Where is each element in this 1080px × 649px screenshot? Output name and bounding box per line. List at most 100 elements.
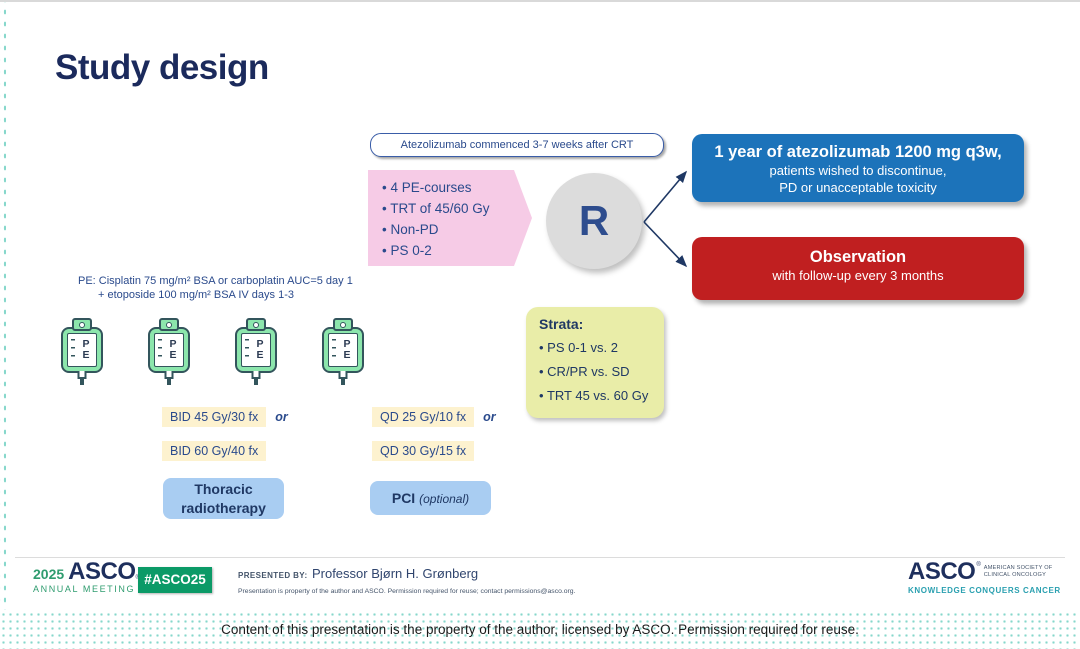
asco-wordmark: ASCO [68,558,136,585]
hashtag-badge: #ASCO25 [138,567,212,593]
pci-option-1: QD 25 Gy/10 fx [372,407,475,427]
bag-port-tip [167,379,171,385]
bag-hanger-tab [333,318,353,331]
bag-label: P E [154,333,184,367]
bag-letter-p: P [256,337,264,350]
bag-port [251,371,261,379]
bag-hanger-hole [166,321,172,328]
strata-item: CR/PR vs. SD [539,360,664,384]
observation-arm-box: Observation with follow-up every 3 month… [692,237,1024,300]
bottom-permission-bar: Content of this presentation is the prop… [0,611,1080,649]
bag-letter-p: P [169,337,177,350]
thoracic-line1: Thoracic [194,481,253,497]
pci-label-note: (optional) [419,492,470,506]
pe-regimen-line1: PE: Cisplatin 75 mg/m² BSA or carboplati… [78,275,353,287]
iv-bag-icon: P E [61,318,103,386]
bag-body: P E [322,327,364,373]
or-label: or [483,410,496,424]
atezolizumab-arm-title: 1 year of atezolizumab 1200 mg q3w, [714,143,1002,161]
observation-arm-line2: with follow-up every 3 months [772,268,944,283]
bag-port [77,371,87,379]
bag-hanger-hole [340,321,346,328]
atezolizumab-arm-line2: patients wished to discontinue, [769,163,947,178]
bag-letter-p: P [343,337,351,350]
iv-bag-icon: P E [322,318,364,386]
asco-annual-meeting-logo: 2025 ASCO ® ANNUAL MEETING [33,558,140,595]
strata-item: PS 0-1 vs. 2 [539,336,664,360]
randomization-label: R [578,197,610,244]
trt-option-2: BID 60 Gy/40 fx [162,441,267,461]
eligibility-item: TRT of 45/60 Gy [382,198,532,219]
bag-port [338,371,348,379]
bag-hanger-hole [253,321,259,328]
bag-tick-marks [71,339,76,361]
bag-letter-e: E [343,349,351,361]
atezolizumab-arm-line3: PD or unacceptable toxicity [779,180,937,195]
bag-port-tip [80,379,84,385]
eligibility-item: Non-PD [382,219,532,240]
bag-tick-marks [245,339,250,361]
bag-hanger-tab [72,318,92,331]
pci-label: PCI (optional) [370,481,491,515]
bag-hanger-hole [79,321,85,328]
bag-tick-marks [158,339,163,361]
trt-option-row-2: BID 60 Gy/40 fx [162,441,267,461]
bag-body: P E [235,327,277,373]
presenter-name: Professor Bjørn H. Grønberg [311,566,479,581]
presented-by-label: PRESENTED BY: [238,571,308,580]
thoracic-line2: radiotherapy [181,500,266,516]
registered-mark: ® [976,562,981,568]
bag-letter-p: P [82,337,90,350]
eligibility-item: PS 0-2 [382,240,532,261]
asco-wordmark: ASCO [908,558,976,585]
pci-option-2: QD 30 Gy/15 fx [372,441,475,461]
strata-box: Strata: PS 0-1 vs. 2 CR/PR vs. SD TRT 45… [526,307,664,418]
atezolizumab-arm-box: 1 year of atezolizumab 1200 mg q3w, pati… [692,134,1024,202]
bag-hanger-tab [246,318,266,331]
observation-arm-title: Observation [809,248,907,266]
bag-label: P E [67,333,97,367]
bag-label: P E [241,333,271,367]
eligibility-chevron-box: 4 PE-courses TRT of 45/60 Gy Non-PD PS 0… [368,170,532,266]
pe-regimen-note: PE: Cisplatin 75 mg/m² BSA or carboplati… [78,274,353,302]
footer-divider [15,557,1065,558]
bag-tick-marks [332,339,337,361]
atezolizumab-timing-banner: Atezolizumab commenced 3-7 weeks after C… [370,133,664,157]
pci-label-main: PCI [391,490,416,506]
strata-title: Strata: [539,316,584,332]
asco-tagline: KNOWLEDGE CONQUERS CANCER [908,586,1061,595]
bag-label: P E [328,333,358,367]
trt-option-1: BID 45 Gy/30 fx [162,407,267,427]
pe-regimen-line2: + etoposide 100 mg/m² BSA IV days 1-3 [98,289,294,301]
pci-option-row-2: QD 30 Gy/15 fx [372,441,475,461]
bag-body: P E [61,327,103,373]
randomization-arrows-icon [643,170,688,268]
eligibility-item: 4 PE-courses [382,177,532,198]
top-border-line [0,0,1080,2]
thoracic-radiotherapy-label: Thoracic radiotherapy [163,478,284,519]
bag-hanger-tab [159,318,179,331]
left-dotted-edge [0,2,6,610]
page-title: Study design [55,48,269,87]
bag-letter-e: E [169,349,177,361]
asco-society-line2: CLINICAL ONCOLOGY [983,572,1047,578]
bag-letter-e: E [256,349,264,361]
strata-item: TRT 45 vs. 60 Gy [539,384,664,408]
asco-society-line1: AMERICAN SOCIETY OF [983,565,1053,571]
meeting-year: 2025 [33,566,65,582]
bag-port-tip [341,379,345,385]
trt-option-row-1: BID 45 Gy/30 fx or [162,407,288,427]
bag-port-tip [254,379,258,385]
bag-letter-e: E [82,349,90,361]
bottom-permission-text: Content of this presentation is the prop… [221,622,859,637]
or-label: or [275,410,288,424]
annual-meeting-label: ANNUAL MEETING [33,584,136,594]
iv-bag-icon: P E [235,318,277,386]
randomization-circle: R [546,173,642,269]
presenter-block: PRESENTED BY: Professor Bjørn H. Grønber… [238,565,575,595]
pci-option-row-1: QD 25 Gy/10 fx or [372,407,496,427]
footer-disclaimer: Presentation is property of the author a… [238,588,576,595]
registered-mark: ® [136,575,140,581]
bag-body: P E [148,327,190,373]
